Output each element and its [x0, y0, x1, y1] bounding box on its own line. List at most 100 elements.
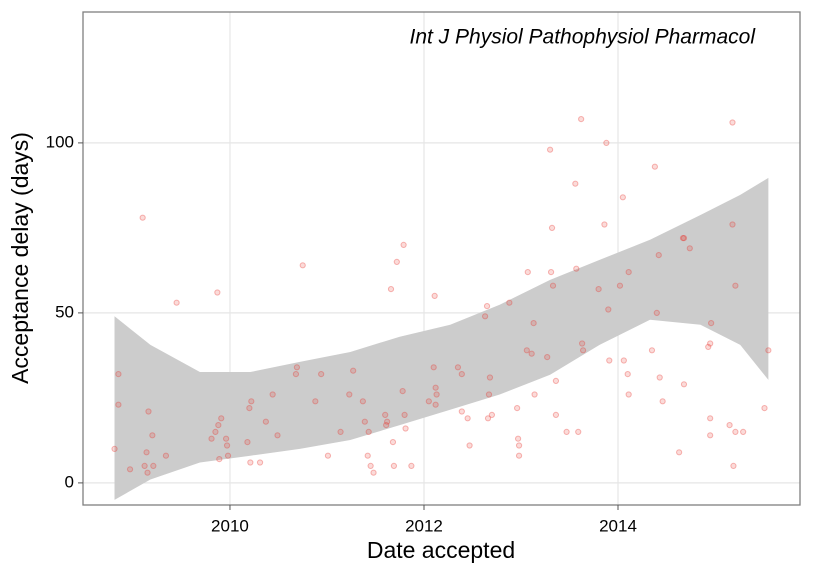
- point: [578, 116, 585, 123]
- point: [651, 163, 658, 170]
- point: [547, 269, 555, 276]
- point: [346, 391, 353, 398]
- point: [458, 371, 465, 378]
- point: [466, 442, 473, 449]
- point: [430, 364, 437, 371]
- point: [115, 371, 122, 378]
- point: [547, 146, 554, 153]
- point: [552, 411, 560, 418]
- point: [548, 224, 556, 231]
- point: [400, 241, 407, 248]
- point: [528, 350, 535, 357]
- point: [729, 119, 736, 126]
- point: [141, 462, 148, 469]
- point: [387, 286, 395, 293]
- point: [707, 432, 714, 439]
- point: [625, 269, 632, 276]
- point: [506, 299, 513, 306]
- point: [256, 459, 264, 466]
- point: [214, 289, 221, 296]
- point: [458, 408, 465, 415]
- point: [595, 286, 602, 293]
- point: [732, 282, 739, 289]
- point: [215, 422, 222, 429]
- point: [139, 214, 146, 221]
- point: [350, 367, 357, 374]
- point: [143, 449, 150, 456]
- point: [408, 462, 415, 469]
- point: [384, 418, 391, 425]
- annotation: Int J Physiol Pathophysiol Pharmacol: [409, 26, 756, 49]
- point: [293, 364, 301, 371]
- point: [359, 398, 366, 405]
- point: [530, 320, 537, 327]
- point: [145, 408, 152, 415]
- point: [653, 309, 660, 316]
- point: [126, 466, 134, 473]
- point: [488, 411, 495, 418]
- point: [262, 418, 269, 425]
- point: [150, 462, 157, 469]
- point: [616, 282, 624, 289]
- point: [676, 449, 683, 456]
- x-tick-label: 2010: [211, 516, 249, 535]
- point: [402, 425, 409, 432]
- point: [389, 439, 397, 446]
- y-axis-title: Acceptance delay (days): [7, 132, 33, 384]
- point: [337, 428, 344, 435]
- point: [549, 282, 557, 289]
- point: [730, 462, 737, 469]
- point: [624, 371, 631, 378]
- point: [248, 398, 255, 405]
- point: [705, 343, 712, 350]
- point: [464, 415, 471, 422]
- point: [732, 428, 739, 435]
- point: [656, 374, 663, 381]
- point: [393, 258, 400, 265]
- point: [144, 469, 151, 476]
- point: [680, 235, 688, 242]
- point: [433, 391, 440, 398]
- point: [601, 221, 608, 228]
- point: [686, 245, 693, 252]
- point: [523, 347, 530, 354]
- point: [707, 340, 714, 347]
- point: [299, 262, 306, 269]
- point: [246, 405, 253, 412]
- point: [707, 415, 714, 422]
- point: [563, 428, 570, 435]
- point: [364, 452, 371, 459]
- point: [162, 452, 170, 459]
- point: [573, 265, 580, 272]
- point: [485, 391, 493, 398]
- point: [708, 320, 715, 327]
- point: [222, 435, 230, 442]
- point: [432, 401, 439, 408]
- y-tick-label: 100: [46, 132, 74, 151]
- point: [212, 428, 219, 435]
- point: [625, 391, 632, 398]
- point: [115, 401, 122, 408]
- point: [515, 452, 523, 459]
- x-tick-label: 2014: [599, 516, 637, 535]
- point: [603, 139, 610, 146]
- y-tick-label: 0: [65, 472, 74, 491]
- point: [579, 347, 587, 354]
- axes: 2010 2012 2014 0 50 100: [46, 132, 637, 535]
- point: [247, 459, 254, 466]
- point: [572, 180, 579, 187]
- point: [579, 340, 586, 347]
- point: [367, 462, 374, 469]
- point: [575, 428, 582, 435]
- point: [383, 422, 390, 429]
- point: [208, 435, 215, 442]
- point: [370, 469, 377, 476]
- point: [552, 377, 560, 384]
- point: [318, 371, 325, 378]
- point: [482, 313, 489, 320]
- panel-border: [82, 11, 801, 506]
- point: [740, 428, 747, 435]
- point: [679, 235, 687, 242]
- point: [361, 418, 368, 425]
